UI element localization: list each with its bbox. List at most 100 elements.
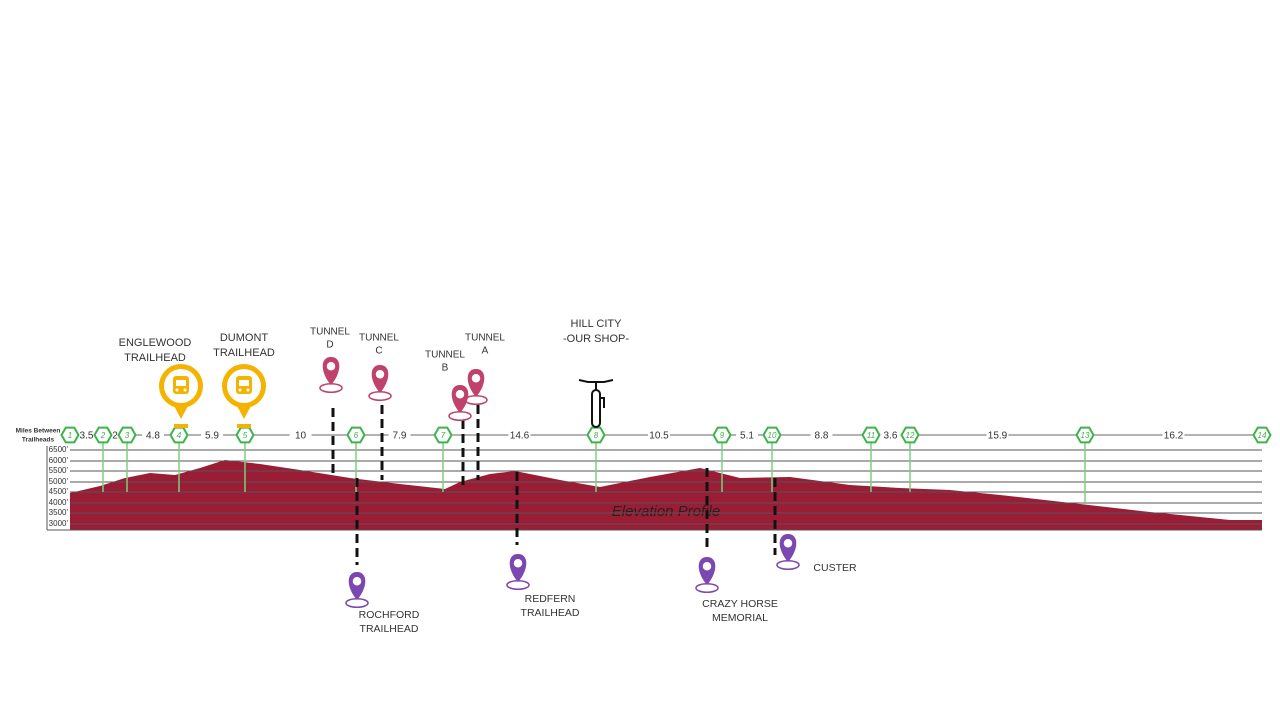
elevation-label: 6500' — [49, 445, 69, 454]
trailhead-number: 9 — [720, 431, 725, 440]
trailhead-marker — [861, 426, 881, 444]
mile-bg — [142, 429, 164, 441]
pin-shadow — [319, 383, 343, 393]
pin-hole — [326, 362, 336, 371]
bus-light — [183, 388, 187, 392]
trailhead-marker — [433, 426, 453, 444]
poi-label: C — [375, 346, 382, 357]
trailhead-number: 1 — [68, 431, 72, 440]
trailhead-number: 14 — [1258, 431, 1267, 440]
segment-miles: 10.5 — [649, 431, 669, 442]
trailhead-number: 6 — [354, 431, 359, 440]
segment-miles: 4.8 — [146, 431, 160, 442]
poi-label: A — [482, 346, 489, 357]
row-label: Trailheads — [22, 437, 55, 444]
pin — [467, 368, 485, 397]
mile-bg — [508, 429, 531, 441]
trailhead-marker — [60, 426, 80, 444]
segment-miles: 3.6 — [884, 431, 898, 442]
mile-bg — [201, 429, 223, 441]
poi-label: ROCHFORD — [359, 609, 420, 621]
pin-shadow — [776, 560, 800, 570]
pin — [371, 364, 389, 393]
segment-miles: 5.9 — [205, 431, 219, 442]
pin-hole — [513, 559, 523, 568]
pin — [348, 571, 366, 600]
pin-hole — [352, 577, 362, 586]
elevation-label: 6000' — [49, 456, 69, 465]
trailhead-number: 10 — [768, 431, 777, 440]
segment-miles: 8.8 — [815, 431, 829, 442]
poi-label: MEMORIAL — [712, 612, 768, 624]
pin-hole — [471, 374, 481, 383]
poi-label: TRAILHEAD — [124, 352, 186, 364]
mile-bg — [879, 429, 902, 441]
mile-bg — [648, 429, 670, 441]
pin — [322, 356, 340, 385]
poi-label: REDFERN — [525, 593, 576, 605]
segment-miles: 5.1 — [740, 431, 754, 442]
trailhead-number: 8 — [594, 431, 599, 440]
trailhead-marker — [586, 426, 606, 444]
profile-label: Elevation Profile — [612, 503, 720, 520]
trailhead-number: 11 — [867, 431, 875, 440]
segment-miles: 16.2 — [1164, 431, 1184, 442]
segment-miles: 15.9 — [988, 431, 1008, 442]
bus-window — [239, 380, 249, 386]
pin-hole — [375, 370, 385, 379]
elevation-label: 4000' — [49, 498, 69, 507]
trailhead-number: 13 — [1081, 431, 1090, 440]
segment-miles: 2 — [112, 431, 118, 442]
segment-miles: 10 — [295, 431, 307, 442]
mile-bg — [810, 429, 833, 441]
bike-wheel — [591, 389, 601, 428]
pin-hole — [702, 562, 712, 571]
poi-label: HILL CITY — [571, 318, 623, 330]
elevation-label: 5500' — [49, 466, 69, 475]
mile-bg — [736, 429, 758, 441]
elevation-label: 3500' — [49, 508, 69, 517]
mile-bg — [75, 429, 98, 441]
mile-bg — [289, 429, 312, 441]
poi-label: D — [326, 340, 333, 351]
bus-base — [237, 424, 251, 428]
trailhead-marker — [1075, 426, 1095, 444]
pin-shadow — [695, 583, 719, 593]
pin-shadow — [345, 598, 369, 608]
pin-hole — [783, 539, 793, 548]
trailhead-marker — [712, 426, 732, 444]
trailhead-marker — [900, 426, 920, 444]
trailhead-number: 12 — [906, 431, 915, 440]
poi-label: TRAILHEAD — [521, 607, 580, 619]
mile-bg — [986, 429, 1009, 441]
pin — [698, 556, 716, 585]
pin — [779, 533, 797, 562]
pin-shadow — [506, 580, 530, 590]
poi-label: TUNNEL — [310, 327, 350, 338]
bus-pointer — [236, 404, 252, 419]
poi-label: TRAILHEAD — [360, 623, 419, 635]
poi-label: TRAILHEAD — [213, 347, 275, 359]
segment-miles: 14.6 — [510, 431, 530, 442]
poi-label: B — [442, 363, 449, 374]
elevation-label: 4500' — [49, 487, 69, 496]
bus-light — [238, 388, 242, 392]
trailhead-number: 7 — [441, 431, 446, 440]
bus-light — [175, 388, 179, 392]
mile-bg — [388, 429, 411, 441]
poi-label: DUMONT — [220, 332, 269, 344]
trailhead-number: 5 — [243, 431, 248, 440]
poi-label: ENGLEWOOD — [119, 337, 192, 349]
bike-icon — [578, 379, 614, 408]
bus-base — [174, 424, 188, 428]
bus-light — [246, 388, 250, 392]
pin-hole — [455, 390, 465, 399]
row-label: Miles Between — [16, 428, 61, 435]
trailhead-marker — [93, 426, 113, 444]
pin-shadow — [368, 391, 392, 401]
poi-label: TUNNEL — [359, 333, 399, 344]
segment-miles: 7.9 — [393, 431, 407, 442]
mile-bg — [1162, 429, 1185, 441]
trailhead-marker — [762, 426, 782, 444]
